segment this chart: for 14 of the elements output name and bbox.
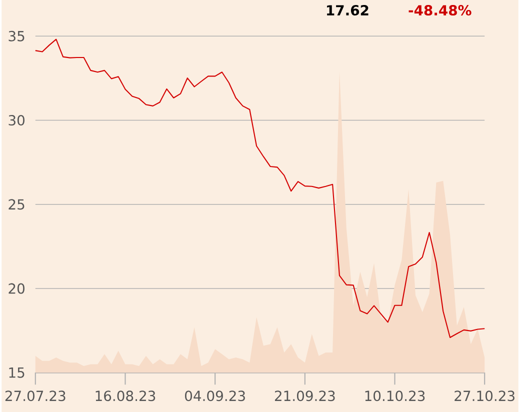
text: -48.48% xyxy=(408,4,472,16)
y-tick-label: 20 xyxy=(8,283,24,294)
x-tick-label: 27.07.23 xyxy=(5,390,66,401)
x-tick-label: 16.08.23 xyxy=(96,390,156,401)
y-tick-label: 35 xyxy=(8,30,24,42)
y-tick-label: 25 xyxy=(8,198,24,210)
x-tick-label: 27.10.23 xyxy=(454,390,514,401)
y-tick-label: 15 xyxy=(9,367,24,378)
y-tick-label: 30 xyxy=(8,114,24,126)
text: 17.62 xyxy=(327,4,368,16)
x-tick-label: 04.09.23 xyxy=(185,390,245,401)
line-series xyxy=(34,38,486,338)
x-tick-label: 21.09.23 xyxy=(274,390,335,401)
x-tick-label: 10.10.23 xyxy=(365,390,425,401)
